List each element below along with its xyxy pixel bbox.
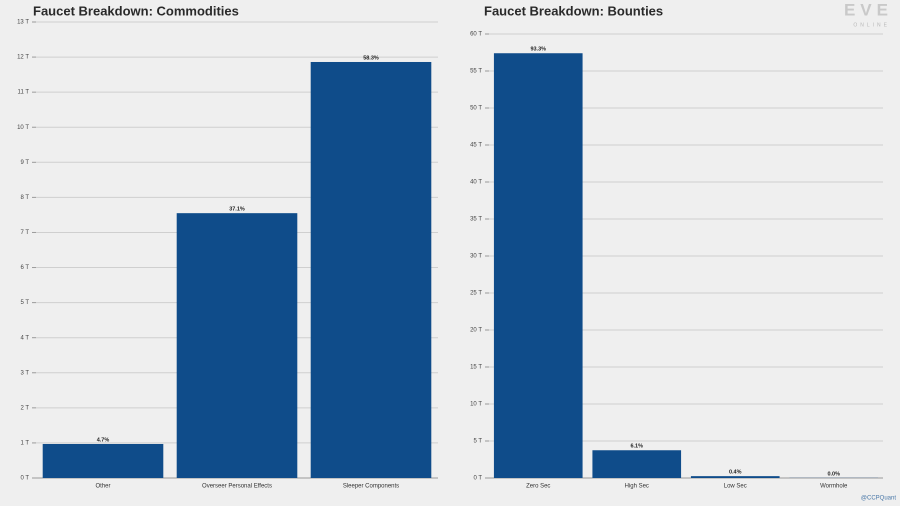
y-tick-label: 40 T xyxy=(470,180,482,186)
y-tick-label: 9 T xyxy=(20,160,29,166)
logo: EVE xyxy=(844,0,893,19)
y-tick-label: 2 T xyxy=(20,405,29,411)
chart-title: Faucet Breakdown: Commodities xyxy=(33,3,239,18)
credit: @CCPQuant xyxy=(861,496,896,502)
bar xyxy=(592,450,682,478)
y-tick-label: 7 T xyxy=(20,230,29,236)
y-tick-label: 60 T xyxy=(470,32,482,38)
x-tick-label: Low Sec xyxy=(724,484,747,490)
bar xyxy=(690,476,780,478)
logo-subtitle: ONLINE xyxy=(853,22,890,28)
bar xyxy=(176,213,298,478)
y-tick-label: 10 T xyxy=(470,402,482,408)
share-label: 93.3% xyxy=(530,47,546,53)
share-label: 0.0% xyxy=(827,471,840,477)
y-tick-label: 6 T xyxy=(20,265,29,271)
y-tick-label: 8 T xyxy=(20,195,29,201)
y-tick-label: 50 T xyxy=(470,106,482,112)
y-tick-label: 45 T xyxy=(470,143,482,149)
share-label: 58.3% xyxy=(363,55,379,61)
y-tick-label: 20 T xyxy=(470,328,482,334)
x-tick-label: Wormhole xyxy=(820,484,848,490)
y-tick-label: 5 T xyxy=(473,439,482,445)
bar xyxy=(42,443,164,478)
chart-title: Faucet Breakdown: Bounties xyxy=(484,3,663,18)
y-tick-label: 0 T xyxy=(473,476,482,482)
y-tick-label: 3 T xyxy=(20,370,29,376)
share-label: 4.7% xyxy=(97,437,110,443)
share-label: 37.1% xyxy=(229,207,245,213)
y-tick-label: 10 T xyxy=(17,125,29,131)
x-tick-label: High Sec xyxy=(625,484,649,490)
y-tick-label: 11 T xyxy=(18,90,30,96)
y-tick-label: 15 T xyxy=(470,365,482,371)
x-tick-label: Other xyxy=(95,484,110,490)
y-tick-label: 1 T xyxy=(20,441,29,447)
y-tick-label: 35 T xyxy=(470,217,482,223)
share-label: 0.4% xyxy=(729,470,742,476)
y-tick-label: 0 T xyxy=(20,476,29,482)
y-tick-label: 5 T xyxy=(20,300,29,306)
bar xyxy=(310,61,432,478)
y-tick-label: 13 T xyxy=(17,20,29,26)
y-tick-label: 12 T xyxy=(17,55,29,61)
y-tick-label: 4 T xyxy=(20,335,29,341)
share-label: 6.1% xyxy=(630,444,643,450)
bar xyxy=(493,53,583,479)
x-tick-label: Zero Sec xyxy=(526,484,550,490)
x-tick-label: Overseer Personal Effects xyxy=(202,484,272,490)
y-tick-label: 30 T xyxy=(470,254,482,260)
y-tick-label: 55 T xyxy=(470,69,482,75)
x-tick-label: Sleeper Components xyxy=(343,484,399,490)
y-tick-label: 25 T xyxy=(470,291,482,297)
